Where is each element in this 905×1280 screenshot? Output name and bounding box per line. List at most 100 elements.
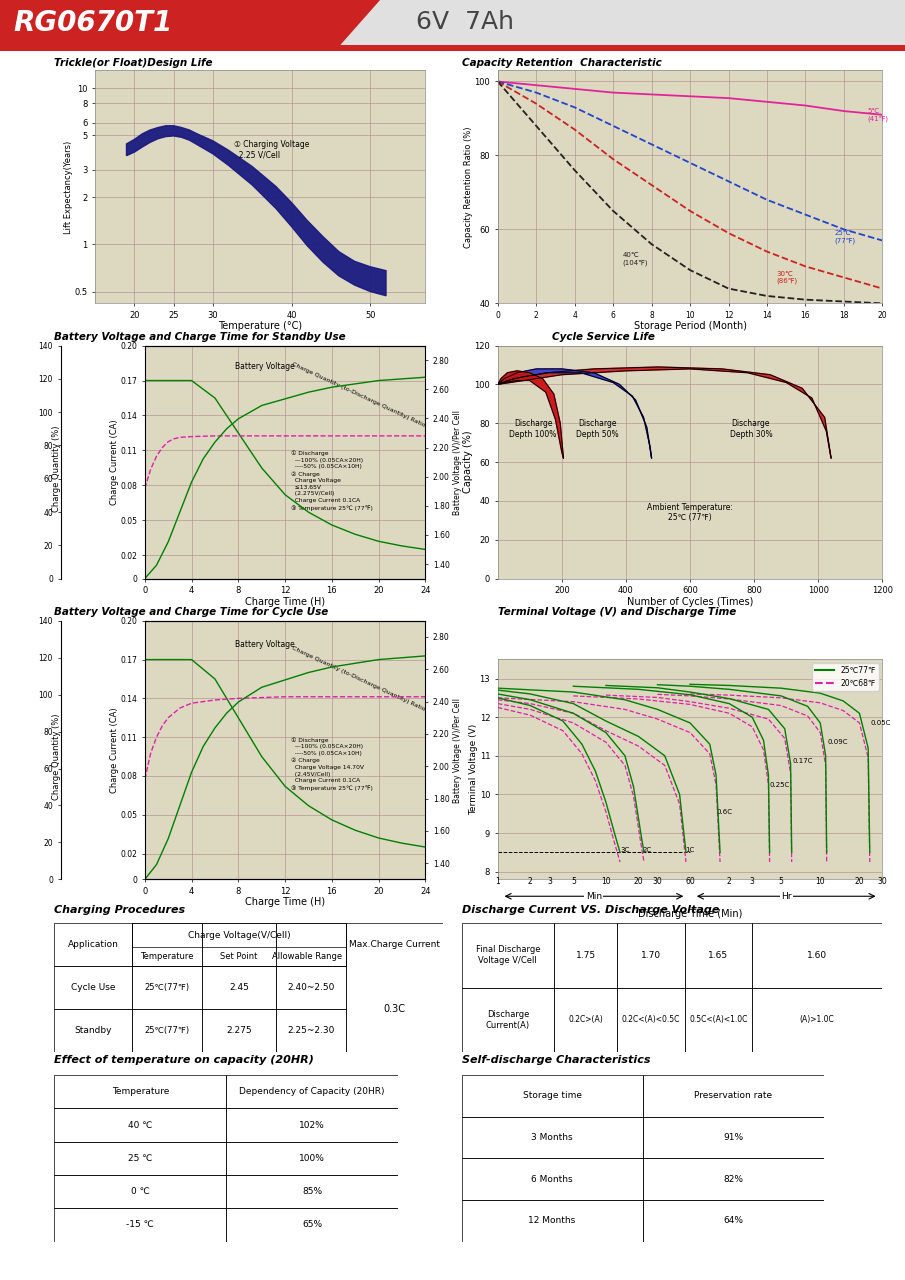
Text: 1C: 1C — [685, 847, 694, 854]
Text: 40℃
(104℉): 40℃ (104℉) — [623, 252, 648, 266]
Text: 2: 2 — [528, 877, 533, 886]
Text: 0.17C: 0.17C — [793, 759, 813, 764]
Text: -15 ℃: -15 ℃ — [127, 1220, 154, 1230]
Bar — [462, 1116, 643, 1158]
Bar — [347, 923, 443, 1052]
Text: 3: 3 — [749, 877, 755, 886]
Text: 64%: 64% — [723, 1216, 743, 1225]
Text: 40 ℃: 40 ℃ — [129, 1120, 152, 1130]
Bar — [684, 988, 752, 1052]
Bar — [226, 1208, 398, 1242]
Bar — [132, 1009, 202, 1052]
Text: Cycle Use: Cycle Use — [71, 983, 116, 992]
Bar — [462, 1158, 643, 1201]
Text: Discharge Current VS. Discharge Voltage: Discharge Current VS. Discharge Voltage — [462, 905, 719, 915]
Text: 91%: 91% — [723, 1133, 743, 1142]
Text: ① Charging Voltage
  2.25 V/Cell: ① Charging Voltage 2.25 V/Cell — [233, 141, 310, 160]
Text: Charging Procedures: Charging Procedures — [54, 905, 186, 915]
Bar — [617, 988, 684, 1052]
Bar — [54, 966, 132, 1009]
Bar — [202, 966, 276, 1009]
Bar — [132, 966, 202, 1009]
Text: 0.3C: 0.3C — [384, 1004, 405, 1014]
Text: Charge Voltage(V/Cell): Charge Voltage(V/Cell) — [188, 932, 291, 941]
Y-axis label: Charge Current (CA): Charge Current (CA) — [110, 708, 119, 792]
Text: Effect of temperature on capacity (20HR): Effect of temperature on capacity (20HR) — [54, 1055, 314, 1065]
Text: (A)>1.0C: (A)>1.0C — [800, 1015, 834, 1024]
Text: Temperature: Temperature — [111, 1087, 169, 1097]
Text: Charge Quantity (to-Discharge Quantity) Ratio: Charge Quantity (to-Discharge Quantity) … — [291, 646, 425, 712]
Bar — [462, 988, 554, 1052]
Text: Terminal Voltage (V) and Discharge Time: Terminal Voltage (V) and Discharge Time — [498, 607, 736, 617]
Text: 82%: 82% — [723, 1175, 743, 1184]
Text: 30: 30 — [653, 877, 662, 886]
Bar — [752, 988, 882, 1052]
Bar — [226, 1075, 398, 1108]
Text: 2: 2 — [727, 877, 731, 886]
Text: Battery Voltage: Battery Voltage — [234, 362, 294, 371]
Text: 1.65: 1.65 — [709, 951, 729, 960]
Text: 1.75: 1.75 — [576, 951, 595, 960]
Text: Battery Voltage: Battery Voltage — [234, 640, 294, 649]
Text: Preservation rate: Preservation rate — [694, 1092, 772, 1101]
Text: 2C: 2C — [643, 847, 652, 854]
Bar — [462, 1201, 643, 1242]
Text: 102%: 102% — [300, 1120, 325, 1130]
Text: 30: 30 — [878, 877, 887, 886]
Text: Discharge
Depth 30%: Discharge Depth 30% — [729, 420, 772, 439]
Y-axis label: Terminal Voltage (V): Terminal Voltage (V) — [469, 723, 478, 815]
Bar — [462, 1075, 643, 1116]
Bar — [226, 1175, 398, 1208]
X-axis label: Charge Time (H): Charge Time (H) — [245, 596, 325, 607]
Bar — [54, 1208, 226, 1242]
Bar — [643, 1201, 824, 1242]
Text: ① Discharge
  —100% (0.05CA×20H)
  ----50% (0.05CA×10H)
② Charge
  Charge Voltag: ① Discharge —100% (0.05CA×20H) ----50% (… — [291, 451, 373, 511]
Y-axis label: Lift Expectancy(Years): Lift Expectancy(Years) — [64, 141, 73, 233]
Text: ① Discharge
  —100% (0.05CA×20H)
  ----50% (0.05CA×10H)
② Charge
  Charge Voltag: ① Discharge —100% (0.05CA×20H) ----50% (… — [291, 737, 373, 791]
Text: Min: Min — [586, 892, 602, 901]
Text: Discharge
Depth 50%: Discharge Depth 50% — [576, 420, 618, 439]
Text: Self-discharge Characteristics: Self-discharge Characteristics — [462, 1055, 650, 1065]
Text: 3: 3 — [547, 877, 552, 886]
Text: Charge Quantity (%): Charge Quantity (%) — [52, 426, 61, 512]
Y-axis label: Capacity Retention Ratio (%): Capacity Retention Ratio (%) — [464, 127, 473, 247]
Text: Battery Voltage and Charge Time for Cycle Use: Battery Voltage and Charge Time for Cycl… — [54, 607, 329, 617]
Bar — [202, 1009, 276, 1052]
Bar — [276, 966, 347, 1009]
Bar — [54, 1009, 132, 1052]
Text: 0.05C: 0.05C — [870, 719, 891, 726]
Text: 25℃(77℉): 25℃(77℉) — [145, 1027, 190, 1036]
Y-axis label: Battery Voltage (V)/Per Cell: Battery Voltage (V)/Per Cell — [452, 698, 462, 803]
Text: 2.275: 2.275 — [226, 1027, 252, 1036]
Text: 0.6C: 0.6C — [716, 809, 732, 814]
Bar — [54, 1142, 226, 1175]
Text: 60: 60 — [685, 877, 695, 886]
Text: 1.70: 1.70 — [641, 951, 661, 960]
Text: 2.45: 2.45 — [229, 983, 249, 992]
Text: Cycle Service Life: Cycle Service Life — [552, 332, 655, 342]
Text: 0 ℃: 0 ℃ — [131, 1187, 149, 1197]
Bar — [276, 1009, 347, 1052]
Text: Application: Application — [68, 940, 119, 948]
Text: Ambient Temperature:
25℃ (77℉): Ambient Temperature: 25℃ (77℉) — [647, 503, 733, 522]
Bar — [0, 45, 905, 51]
Text: 30℃
(86℉): 30℃ (86℉) — [776, 270, 797, 284]
Text: 25 ℃: 25 ℃ — [129, 1153, 152, 1164]
Text: 0.2C<(A)<0.5C: 0.2C<(A)<0.5C — [622, 1015, 681, 1024]
Text: 25℃(77℉): 25℃(77℉) — [145, 983, 190, 992]
Polygon shape — [498, 371, 564, 458]
Bar — [684, 923, 752, 988]
Bar — [617, 923, 684, 988]
Text: 20: 20 — [634, 877, 643, 886]
Polygon shape — [498, 369, 652, 458]
Bar — [554, 988, 617, 1052]
Text: Set Point: Set Point — [221, 952, 258, 961]
Bar — [643, 1075, 824, 1116]
Text: 5: 5 — [778, 877, 784, 886]
Bar — [54, 1075, 226, 1108]
Bar — [226, 1108, 398, 1142]
Text: Hr: Hr — [781, 892, 792, 901]
Text: Temperature: Temperature — [140, 952, 194, 961]
Text: 1.60: 1.60 — [807, 951, 827, 960]
Text: 0.2C>(A): 0.2C>(A) — [568, 1015, 603, 1024]
